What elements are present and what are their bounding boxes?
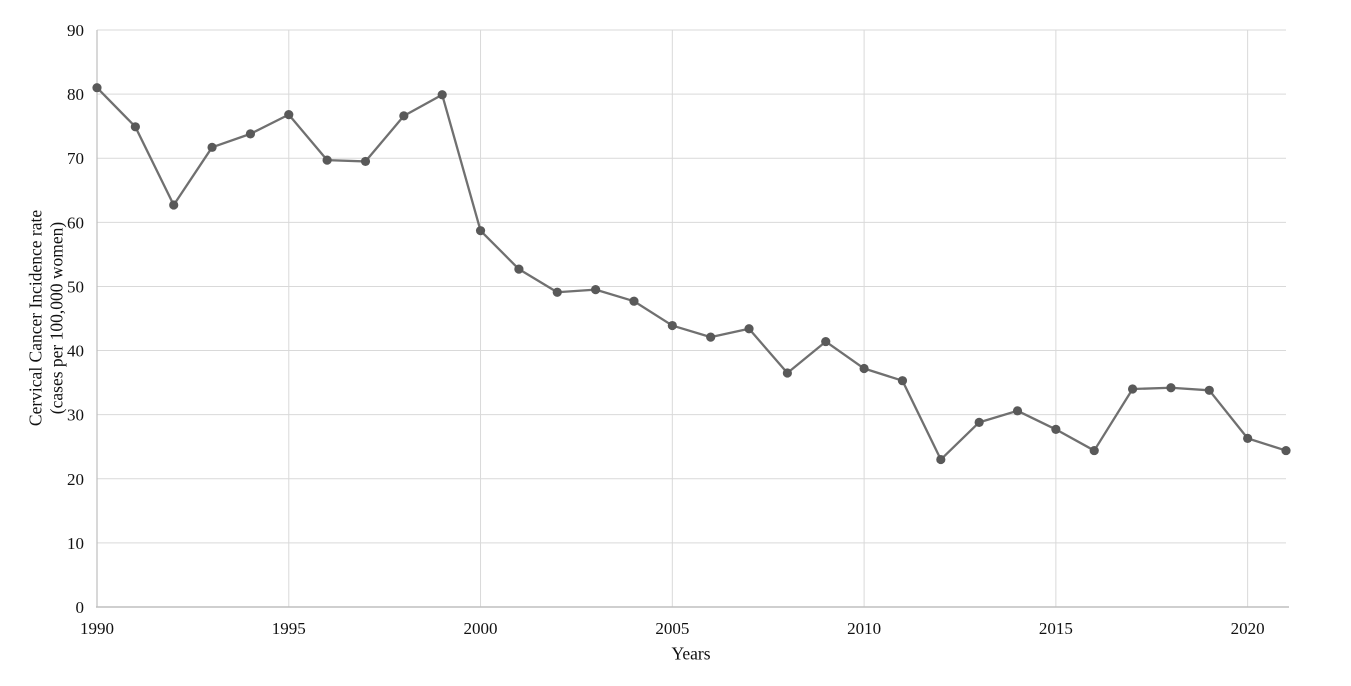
data-point (706, 332, 716, 342)
data-point (1243, 433, 1253, 443)
y-axis-title-line1: Cervical Cancer Incidence rate (25, 209, 46, 427)
y-tick-label: 20 (67, 470, 84, 489)
data-point (667, 320, 677, 331)
data-point (360, 156, 371, 167)
y-tick-label: 80 (67, 85, 84, 104)
y-tick-label: 10 (67, 534, 84, 553)
data-point (1051, 424, 1061, 435)
data-point (1166, 383, 1176, 393)
data-point (859, 363, 869, 374)
data-point (284, 110, 294, 120)
data-point (744, 324, 754, 334)
data-point (936, 454, 946, 465)
y-tick-label: 40 (67, 342, 84, 361)
x-tick-label: 2015 (1039, 619, 1073, 638)
y-tick-label: 70 (67, 149, 84, 168)
data-line (95, 86, 1288, 461)
x-axis-title: Years (671, 643, 711, 664)
x-tick-label: 2005 (655, 619, 689, 638)
data-point (514, 264, 524, 274)
data-point (1204, 385, 1214, 395)
y-tick-label: 90 (67, 21, 84, 40)
data-point (821, 336, 831, 347)
y-tick-label: 50 (67, 277, 84, 296)
x-tick-label: 2010 (847, 619, 881, 638)
data-point (1127, 384, 1138, 394)
data-point (92, 83, 102, 93)
data-point (130, 122, 140, 132)
x-tick-label: 1990 (80, 619, 114, 638)
data-point (1012, 406, 1023, 416)
y-axis-title: Cervical Cancer Incidence rate (cases pe… (26, 210, 69, 426)
y-tick-label: 30 (67, 406, 84, 425)
data-point (437, 90, 447, 100)
data-point (1281, 445, 1291, 456)
data-point (399, 111, 409, 121)
y-tick-label: 60 (67, 213, 84, 232)
data-point (552, 287, 562, 297)
data-point (475, 226, 486, 236)
data-point (1089, 445, 1099, 456)
data-point (322, 155, 332, 165)
data-point (245, 129, 256, 139)
data-point (591, 285, 601, 295)
data-point (629, 296, 639, 306)
y-tick-label: 0 (76, 598, 85, 617)
x-tick-label: 2020 (1231, 619, 1265, 638)
x-tick-label: 1995 (272, 619, 306, 638)
data-point (207, 142, 217, 152)
data-point (782, 368, 792, 378)
data-point (897, 376, 908, 386)
data-point (169, 200, 179, 210)
y-axis-title-line2: (cases per 100,000 women) (47, 221, 67, 415)
x-tick-label: 2000 (464, 619, 498, 638)
data-point (974, 417, 984, 427)
